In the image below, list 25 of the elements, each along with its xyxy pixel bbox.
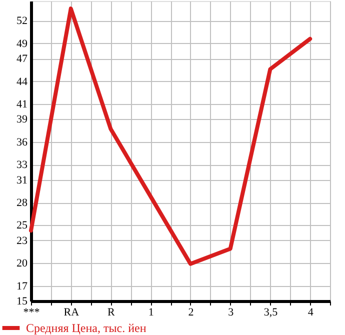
y-tick-label: 49 xyxy=(16,38,28,50)
x-tick-label: 1 xyxy=(148,306,154,318)
y-tick-label: 28 xyxy=(16,197,28,210)
y-tick-label: 23 xyxy=(16,234,28,247)
line-series xyxy=(29,6,312,266)
y-tick-label: 31 xyxy=(16,174,28,186)
y-tick-label: 15 xyxy=(16,296,28,308)
x-tick-label: 2 xyxy=(188,306,194,318)
x-tick-label: 3,5 xyxy=(264,306,278,318)
y-tick-label: 44 xyxy=(16,76,28,88)
y-tick-label: 52 xyxy=(16,15,28,28)
y-tick-label: 33 xyxy=(16,159,28,172)
x-tick-label: *** xyxy=(23,306,40,318)
y-tick-label: 47 xyxy=(16,53,28,66)
y-tick-label: 41 xyxy=(16,98,28,111)
x-tick-label: R xyxy=(108,306,116,318)
legend-label: Средняя Цена, тыс. йен xyxy=(26,321,147,335)
y-tick-label: 25 xyxy=(16,220,28,232)
y-tick-label: 17 xyxy=(16,280,28,292)
x-tick-label: 4 xyxy=(308,306,314,318)
x-tick-label: 3 xyxy=(228,306,234,318)
x-tick-label: RA xyxy=(64,306,80,318)
y-tick-label: 39 xyxy=(16,114,28,126)
y-tick-label: 20 xyxy=(16,258,28,270)
y-tick-label: 36 xyxy=(16,136,28,148)
